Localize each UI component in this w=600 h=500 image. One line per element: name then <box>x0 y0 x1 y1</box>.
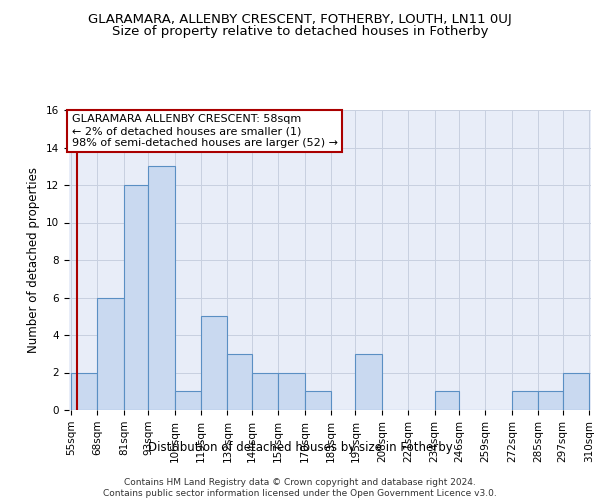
Bar <box>124 185 148 410</box>
Bar <box>97 298 124 410</box>
Text: Size of property relative to detached houses in Fotherby: Size of property relative to detached ho… <box>112 25 488 38</box>
Bar <box>434 391 459 410</box>
Bar <box>148 166 175 410</box>
Bar <box>175 391 201 410</box>
Y-axis label: Number of detached properties: Number of detached properties <box>28 167 40 353</box>
Text: Distribution of detached houses by size in Fotherby: Distribution of detached houses by size … <box>148 441 452 454</box>
Text: Contains HM Land Registry data © Crown copyright and database right 2024.
Contai: Contains HM Land Registry data © Crown c… <box>103 478 497 498</box>
Bar <box>278 372 305 410</box>
Bar <box>252 372 278 410</box>
Bar <box>201 316 227 410</box>
Bar <box>563 372 589 410</box>
Bar <box>227 354 252 410</box>
Text: GLARAMARA, ALLENBY CRESCENT, FOTHERBY, LOUTH, LN11 0UJ: GLARAMARA, ALLENBY CRESCENT, FOTHERBY, L… <box>88 12 512 26</box>
Bar <box>355 354 382 410</box>
Bar <box>538 391 563 410</box>
Bar <box>305 391 331 410</box>
Text: GLARAMARA ALLENBY CRESCENT: 58sqm
← 2% of detached houses are smaller (1)
98% of: GLARAMARA ALLENBY CRESCENT: 58sqm ← 2% o… <box>71 114 338 148</box>
Bar <box>512 391 538 410</box>
Bar <box>71 372 97 410</box>
